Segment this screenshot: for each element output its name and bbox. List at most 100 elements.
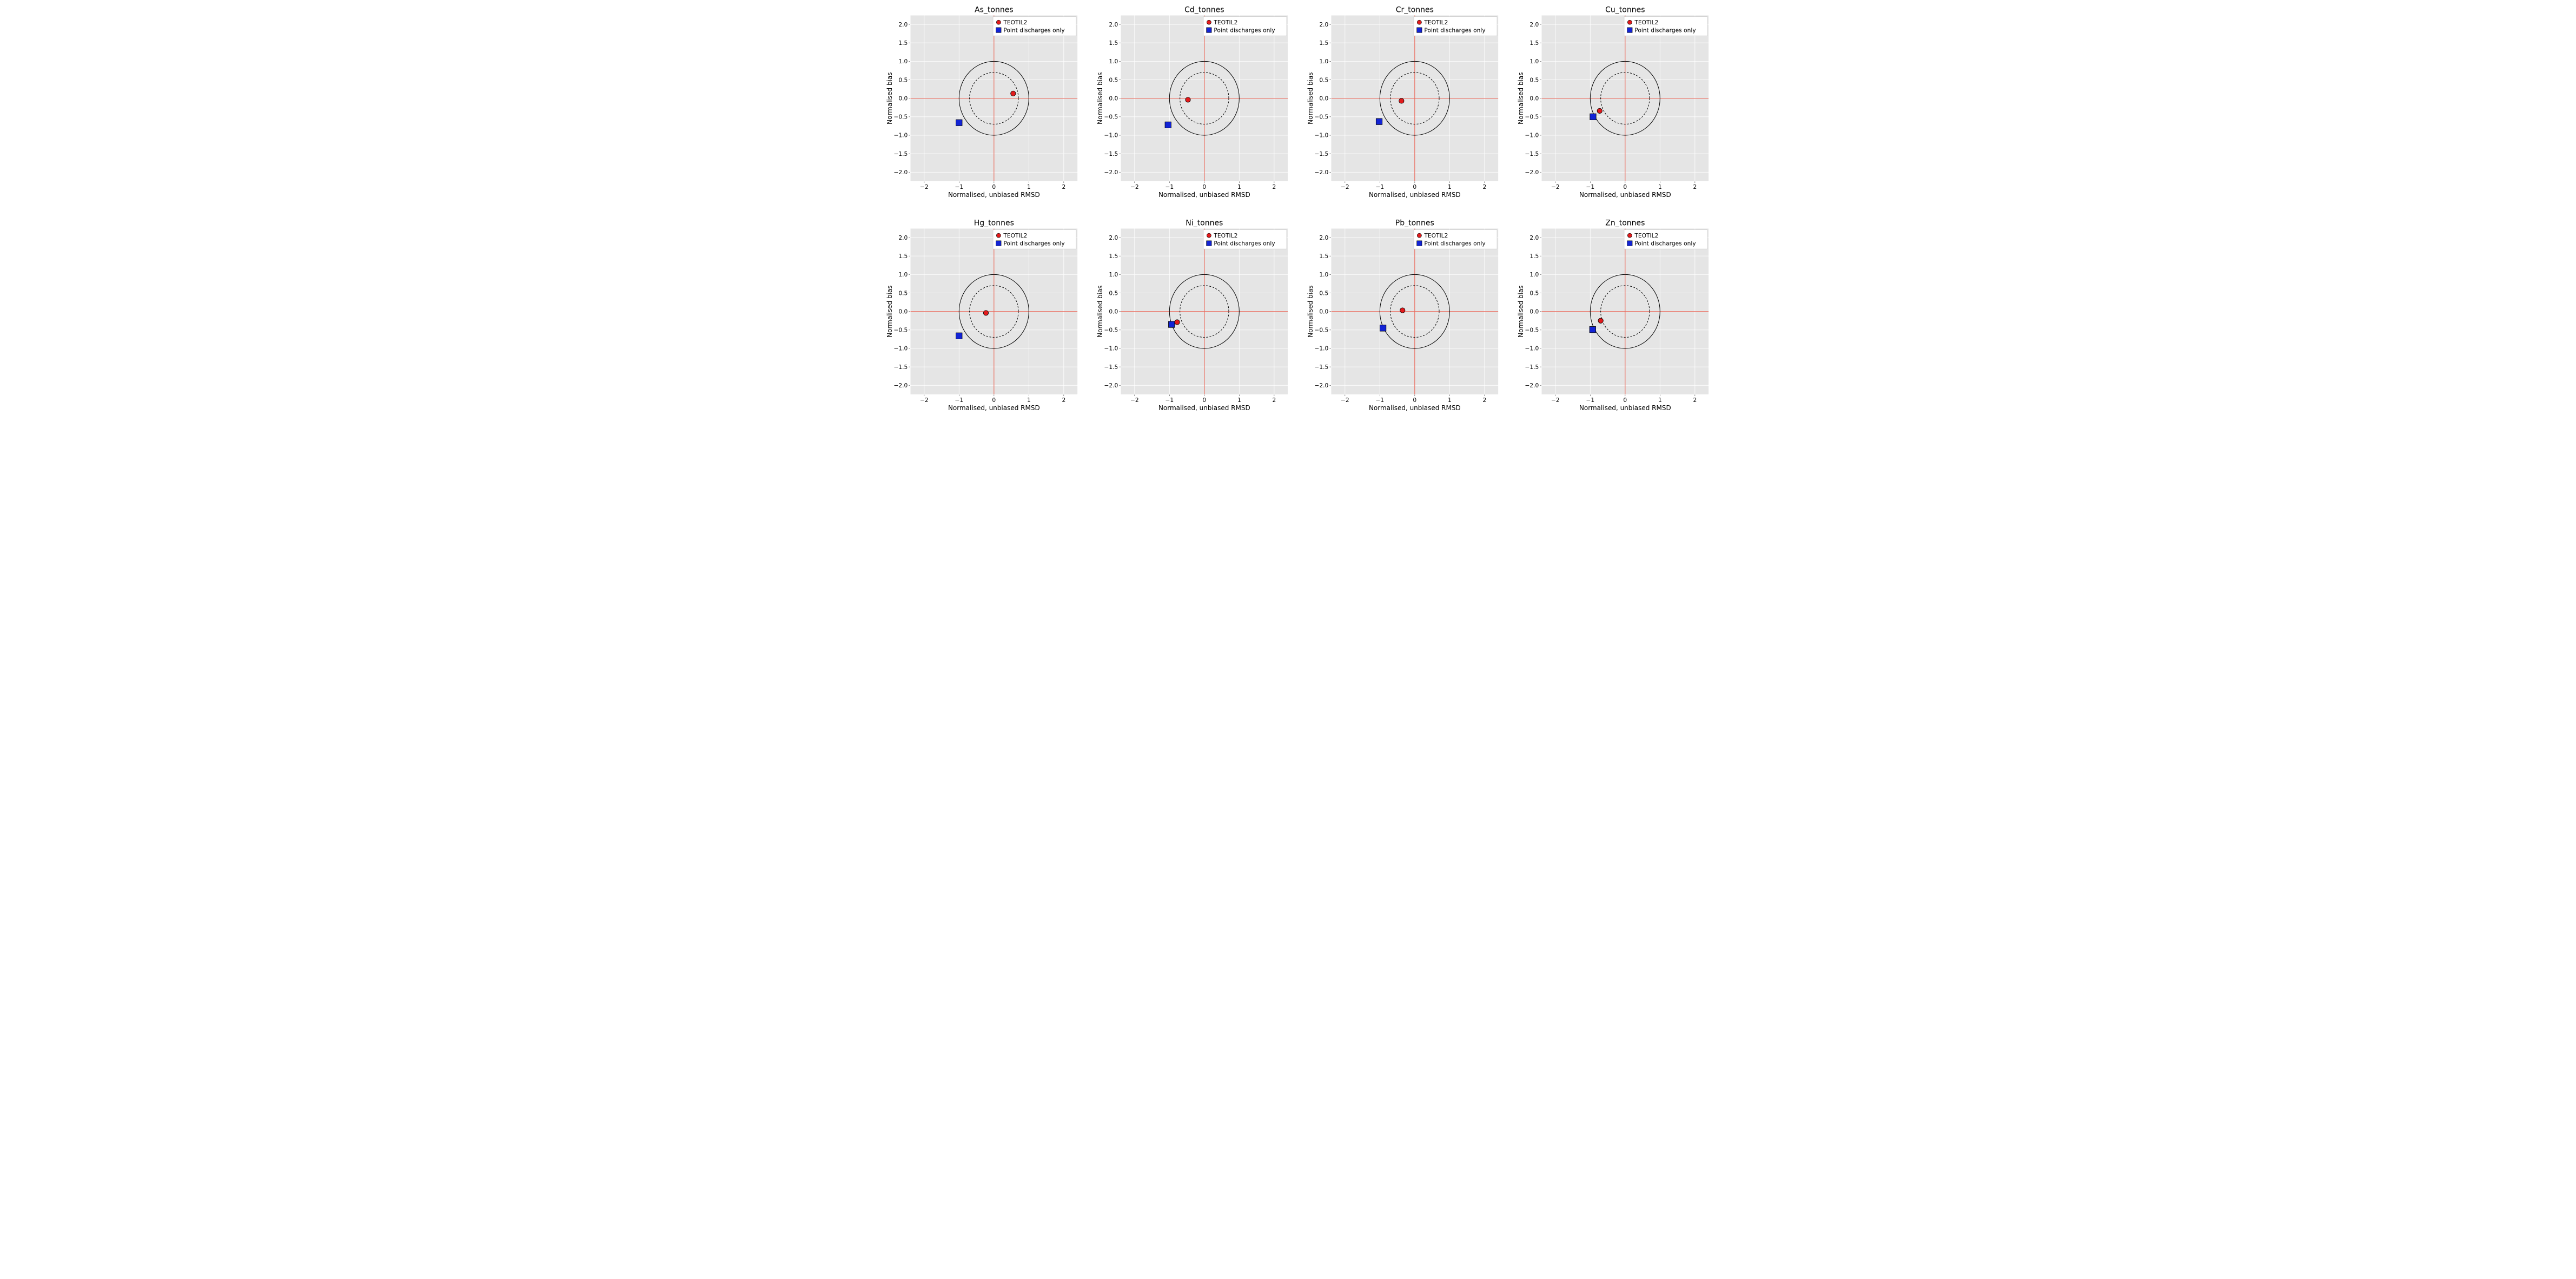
xtick-label: −2 [920,397,929,404]
ytick-label: 1.0 [1109,58,1118,65]
legend-label-teotil2: TEOTIL2 [1003,19,1027,26]
legend-label-point-only: Point discharges only [1424,27,1485,34]
ytick-label: −2.0 [893,382,908,389]
ytick-label: −1.5 [893,364,908,371]
ytick-label: −2.0 [1104,169,1118,176]
ytick-label: 2.0 [1319,21,1328,28]
panel: −2−1012−2.0−1.5−1.0−0.50.00.51.01.52.0No… [1121,15,1288,181]
xtick-label: −1 [955,183,963,190]
point-discharges-marker [1168,321,1174,327]
ytick-label: 2.0 [1109,21,1118,28]
xtick-label: 0 [1623,183,1627,190]
x-axis-label: Normalised, unbiased RMSD [948,191,1040,199]
ytick-label: −2.0 [1525,169,1539,176]
ytick-label: −0.5 [893,113,908,120]
legend-label-point-only: Point discharges only [1634,27,1696,34]
xtick-label: −2 [1341,397,1349,404]
panel-title: As_tonnes [975,5,1014,14]
ytick-label: −2.0 [1104,382,1118,389]
xtick-label: 1 [1027,183,1031,190]
ytick-label: 0.5 [1109,76,1118,83]
ytick-label: 1.0 [898,58,908,65]
xtick-label: 0 [992,397,996,404]
ytick-label: −0.5 [1314,113,1328,120]
ytick-label: 1.5 [898,253,908,260]
y-axis-label: Normalised bias [886,72,893,124]
point-discharges-marker [956,333,962,339]
xtick-label: 0 [992,183,996,190]
ytick-label: −1.5 [1314,150,1328,157]
teotil2-marker [1175,319,1180,324]
xtick-label: 2 [1482,183,1486,190]
xtick-label: 0 [1202,397,1206,404]
ytick-label: 0.0 [1109,308,1118,315]
ytick-label: 0.5 [898,76,908,83]
ytick-label: 2.0 [898,21,908,28]
xtick-label: −1 [1586,397,1594,404]
xtick-label: 2 [1272,183,1276,190]
xtick-label: 0 [1623,397,1627,404]
xtick-label: 2 [1272,397,1276,404]
teotil2-marker [1186,97,1190,102]
xtick-label: 2 [1482,397,1486,404]
ytick-label: 1.0 [1109,271,1118,278]
xtick-label: −1 [1165,397,1174,404]
ytick-label: 1.5 [1529,39,1539,47]
ytick-label: −1.0 [893,345,908,352]
panel-title: Cd_tonnes [1184,5,1224,14]
legend-label-point-only: Point discharges only [1214,240,1275,247]
xtick-label: 1 [1448,397,1452,404]
teotil2-marker [1399,98,1404,103]
ytick-label: −1.5 [893,150,908,157]
y-axis-label: Normalised bias [1307,285,1314,337]
xtick-label: 2 [1062,397,1065,404]
ytick-label: 0.0 [1529,95,1539,102]
ytick-label: −0.5 [1314,326,1328,333]
panel-title: Hg_tonnes [974,219,1014,227]
x-axis-label: Normalised, unbiased RMSD [1158,404,1250,412]
teotil2-marker [1597,108,1602,113]
xtick-label: 1 [1658,183,1662,190]
ytick-label: 1.5 [898,39,908,47]
legend-label-point-only: Point discharges only [1003,27,1064,34]
y-axis-label: Normalised bias [1096,72,1104,124]
ytick-label: 1.0 [1529,58,1539,65]
point-discharges-marker [1165,122,1171,128]
ytick-label: 1.0 [1529,271,1539,278]
legend-label-point-only: Point discharges only [1634,240,1696,247]
ytick-label: −1.0 [1104,345,1118,352]
xtick-label: −1 [955,397,963,404]
ytick-label: −1.0 [1314,345,1328,352]
x-axis-label: Normalised, unbiased RMSD [1369,191,1461,199]
target-plot: −2−1012−2.0−1.5−1.0−0.50.00.51.01.52.0No… [910,15,1078,181]
xtick-label: −2 [1130,397,1139,404]
legend: TEOTIL2Point discharges only [1414,229,1497,248]
ytick-label: 1.5 [1109,253,1118,260]
ytick-label: −1.0 [1525,345,1539,352]
xtick-label: −2 [920,183,929,190]
ytick-label: 0.0 [898,95,908,102]
xtick-label: −1 [1165,183,1174,190]
ytick-label: −1.0 [1525,131,1539,139]
ytick-label: −2.0 [1525,382,1539,389]
xtick-label: −1 [1375,397,1384,404]
ytick-label: −1.5 [1104,364,1118,371]
y-axis-label: Normalised bias [1517,285,1525,337]
point-discharges-marker [956,120,962,126]
xtick-label: 1 [1237,397,1241,404]
ytick-label: −1.5 [1525,150,1539,157]
point-discharges-marker [1376,118,1382,124]
ytick-label: −0.5 [1104,113,1118,120]
legend-label-teotil2: TEOTIL2 [1634,19,1658,26]
legend: TEOTIL2Point discharges only [1203,16,1287,35]
ytick-label: 0.5 [1529,289,1539,296]
legend-label-teotil2: TEOTIL2 [1423,19,1448,26]
ytick-label: 2.0 [1319,234,1328,241]
ytick-label: 0.5 [1529,76,1539,83]
ytick-label: −0.5 [893,326,908,333]
ytick-label: −2.0 [893,169,908,176]
ytick-label: −2.0 [1314,382,1328,389]
xtick-label: 0 [1413,397,1416,404]
ytick-label: 2.0 [898,234,908,241]
xtick-label: −2 [1551,397,1560,404]
